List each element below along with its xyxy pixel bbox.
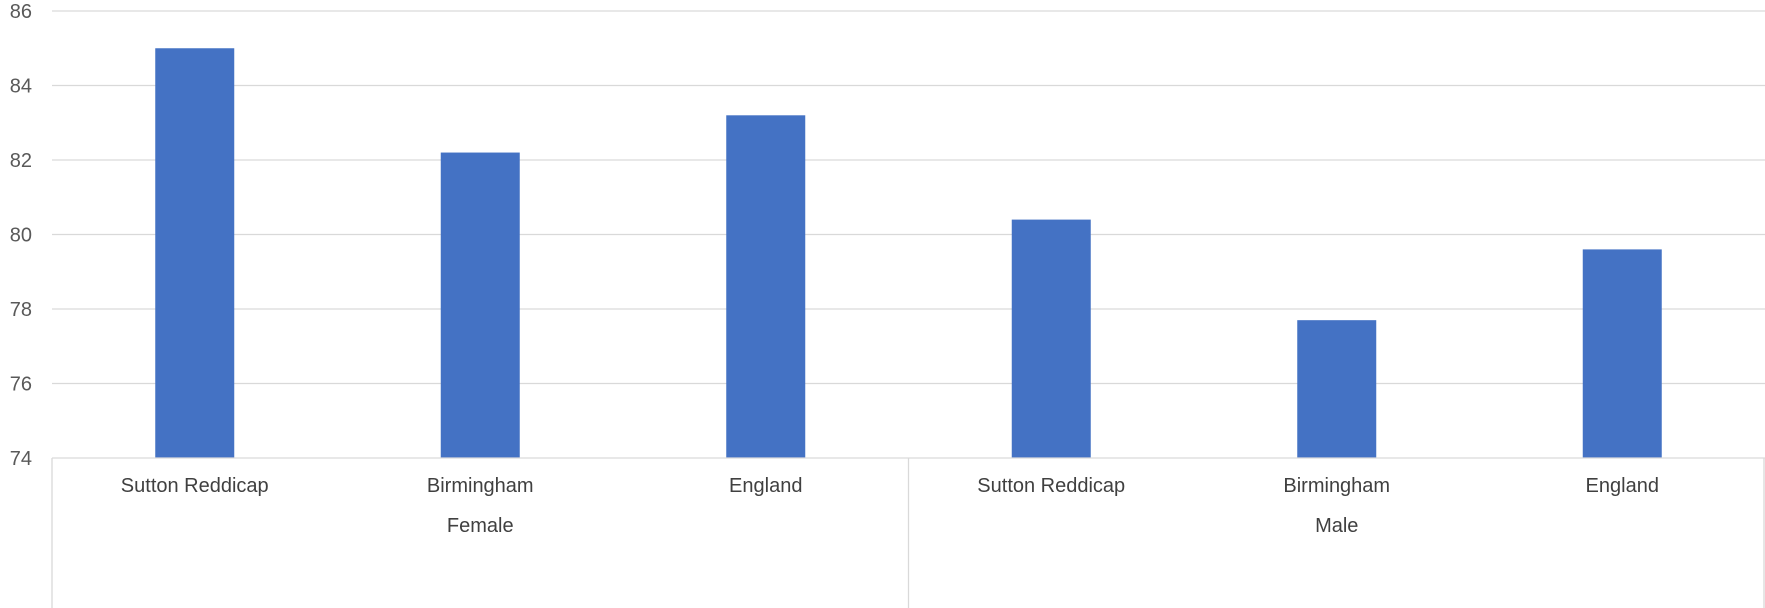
y-tick-label: 84 [10,76,32,98]
y-tick-label: 76 [10,374,32,396]
y-tick-label: 74 [10,448,32,470]
bar-0 [155,48,235,458]
bars [155,48,1662,459]
bar-4 [1297,320,1377,458]
x-category-label: Sutton Reddicap [977,475,1125,497]
bar-2 [726,115,806,459]
x-category-label: England [729,475,802,497]
bar-3 [1011,219,1091,458]
x-group-label-male: Male [1315,515,1358,537]
axes [51,457,1765,608]
gridlines [52,10,1765,385]
y-tick-label: 86 [10,1,32,23]
x-group-label-female: Female [447,515,514,537]
y-tick-label: 80 [10,225,32,247]
x-category-label: England [1586,475,1659,497]
bar-5 [1582,249,1662,458]
x-category-label: Birmingham [427,475,534,497]
bar-1 [440,152,520,459]
y-tick-label: 82 [10,150,32,172]
x-category-label: Sutton Reddicap [121,475,269,497]
x-category-label: Birmingham [1283,475,1390,497]
y-tick-label: 78 [10,299,32,321]
labels: 74 76 78 80 82 84 86 Sutton Reddicap Birmingham E… [10,1,1659,537]
